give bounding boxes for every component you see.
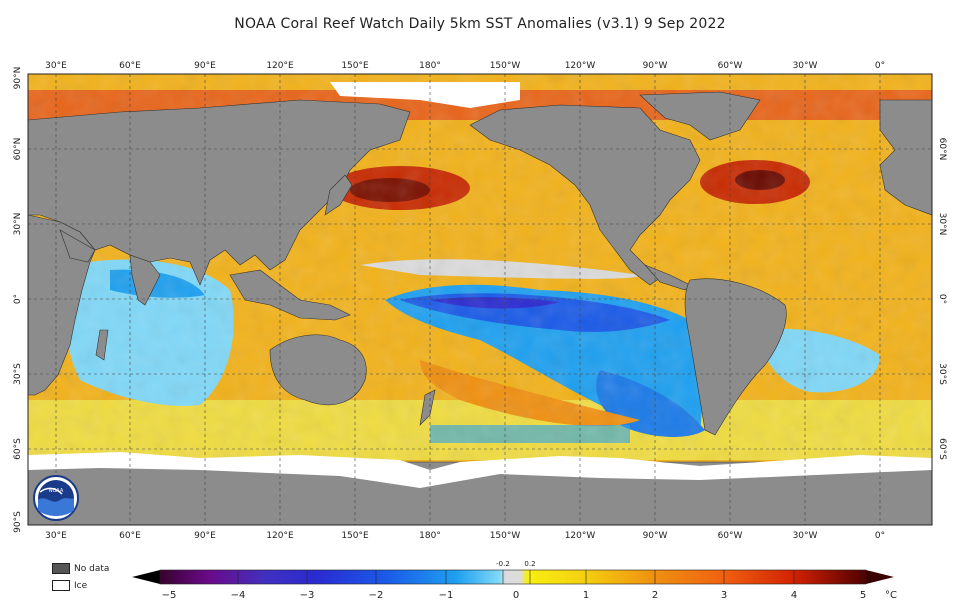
top-lon-label-10: 30°W — [793, 61, 818, 71]
top-lon-label-8: 90°W — [643, 61, 668, 71]
top-lon-label-6: 150°W — [490, 61, 521, 71]
top-lon-label-9: 60°W — [718, 61, 743, 71]
top-lon-label-5: 180° — [419, 61, 441, 71]
bottom-lon-label-6: 150°W — [490, 531, 521, 541]
no-data-swatch — [52, 563, 70, 574]
colorbar-small-tick-neg: -0.2 — [496, 560, 510, 568]
colorbar-tick-4: −1 — [439, 590, 454, 601]
colorbar: −5 −4 −3 −2 −1 0 1 2 3 4 5 °C -0.2 0.2 — [132, 560, 897, 601]
bottom-lon-label-2: 90°E — [194, 531, 216, 541]
top-lon-label-1: 60°E — [119, 61, 141, 71]
bottom-lon-label-1: 60°E — [119, 531, 141, 541]
right-lat-label-2: 0° — [937, 294, 947, 304]
right-lat-label-3: 30°S — [937, 363, 947, 385]
bottom-lon-label-9: 60°W — [718, 531, 743, 541]
top-lon-label-7: 120°W — [565, 61, 596, 71]
map-title: NOAA Coral Reef Watch Daily 5km SST Anom… — [234, 16, 726, 32]
colorbar-small-tick-pos: 0.2 — [524, 560, 535, 568]
top-lon-label-0: 30°E — [45, 61, 67, 71]
left-lat-label-0: 90°N — [13, 67, 23, 90]
top-lon-label-4: 150°E — [341, 61, 369, 71]
left-lat-label-3: 0° — [13, 294, 23, 304]
left-lat-label-1: 60°N — [13, 138, 23, 161]
left-lat-label-4: 30°S — [13, 363, 23, 385]
right-lat-label-4: 60°S — [937, 438, 947, 460]
ice-swatch — [52, 580, 70, 591]
bottom-lon-label-8: 90°W — [643, 531, 668, 541]
noaa-logo-text: NOAA — [49, 488, 64, 494]
top-lon-label-3: 120°E — [266, 61, 294, 71]
colorbar-tick-6: 1 — [583, 590, 589, 601]
colorbar-tick-10: 5 — [860, 590, 866, 601]
top-lon-label-2: 90°E — [194, 61, 216, 71]
left-lat-label-6: 90°S — [13, 511, 23, 533]
right-lat-label-1: 30°N — [937, 213, 947, 236]
right-lat-label-0: 60°N — [937, 138, 947, 161]
colorbar-tick-9: 4 — [791, 590, 797, 601]
noaa-logo: NOAA — [33, 475, 79, 521]
colorbar-tick-8: 3 — [721, 590, 727, 601]
colorbar-tick-5: 0 — [513, 590, 519, 601]
bottom-lon-label-11: 0° — [875, 531, 885, 541]
colorbar-unit: °C — [885, 590, 897, 601]
colorbar-tick-2: −3 — [300, 590, 315, 601]
ice-label: Ice — [74, 580, 88, 591]
colorbar-tick-3: −2 — [369, 590, 384, 601]
top-lon-label-11: 0° — [875, 61, 885, 71]
bottom-lon-label-0: 30°E — [45, 531, 67, 541]
left-lat-label-2: 30°N — [13, 213, 23, 236]
bottom-lon-label-3: 120°E — [266, 531, 294, 541]
bottom-lon-label-5: 180° — [419, 531, 441, 541]
bottom-lon-label-7: 120°W — [565, 531, 596, 541]
bottom-lon-label-10: 30°W — [793, 531, 818, 541]
colorbar-tick-1: −4 — [231, 590, 246, 601]
legend-ice: Ice — [52, 580, 87, 591]
bottom-lon-label-4: 150°E — [341, 531, 369, 541]
colorbar-tick-7: 2 — [652, 590, 658, 601]
no-data-label: No data — [74, 563, 110, 574]
legend-no-data: No data — [52, 563, 109, 574]
colorbar-tick-0: −5 — [162, 590, 177, 601]
left-lat-label-5: 60°S — [13, 438, 23, 460]
